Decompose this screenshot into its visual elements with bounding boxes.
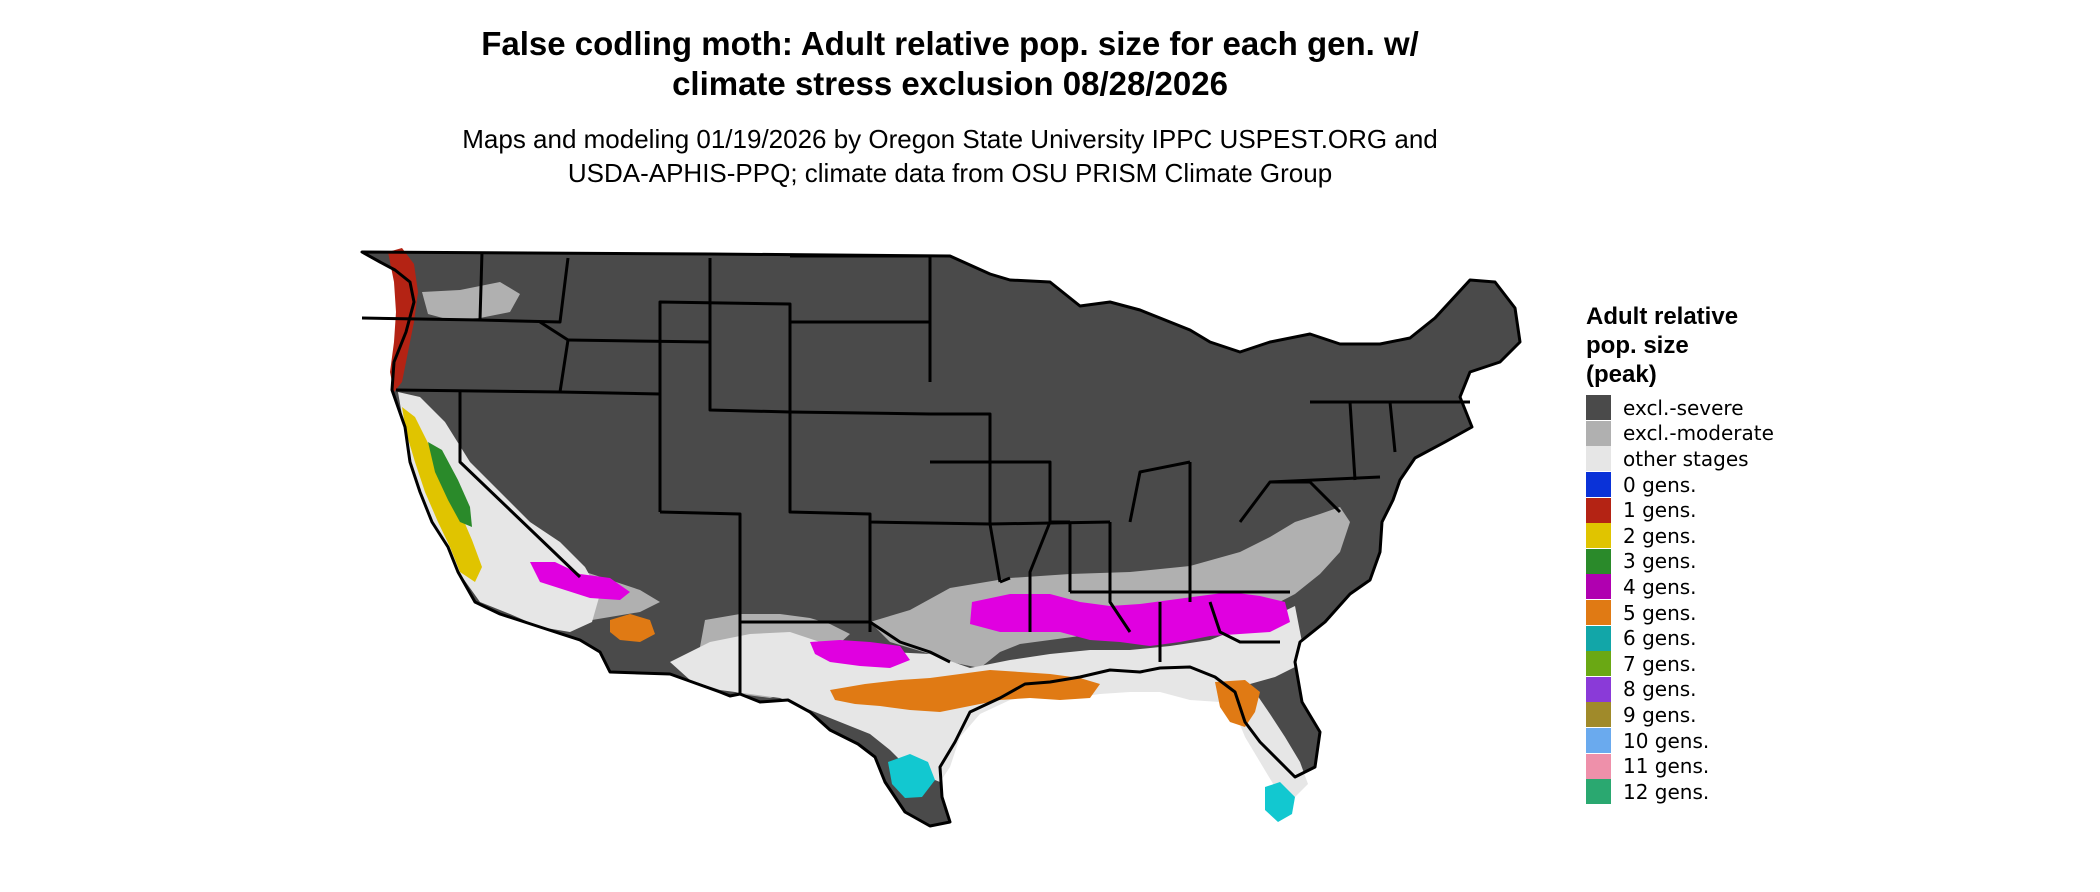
legend-swatch — [1586, 651, 1611, 677]
legend-item: 12 gens. — [1586, 779, 1846, 805]
legend-swatch — [1586, 574, 1611, 600]
legend-label: 2 gens. — [1623, 523, 1697, 548]
gen4-texas — [810, 640, 910, 668]
legend-swatch — [1586, 625, 1611, 651]
legend-swatch — [1586, 702, 1611, 728]
gen2-california — [402, 407, 482, 582]
legend-items: excl.-severe excl.-moderate other stages 0 … — [1586, 395, 1846, 805]
us-map — [360, 248, 1522, 828]
legend-item: 5 gens. — [1586, 600, 1846, 626]
map-subtitle: Maps and modeling 01/19/2026 by Oregon S… — [380, 122, 1520, 190]
gen6-south-florida — [1265, 782, 1295, 822]
legend-label: 0 gens. — [1623, 472, 1697, 497]
legend-label: other stages — [1623, 446, 1749, 471]
legend-swatch — [1586, 420, 1611, 446]
map-title: False codling moth: Adult relative pop. … — [400, 24, 1500, 104]
moderate-washington — [422, 282, 520, 320]
legend-label: 1 gens. — [1623, 498, 1697, 523]
legend-swatch — [1586, 446, 1611, 472]
legend-swatch — [1586, 779, 1611, 805]
legend-item: 1 gens. — [1586, 497, 1846, 523]
gen5-arizona — [610, 614, 655, 642]
legend-item: other stages — [1586, 446, 1846, 472]
legend-item: 8 gens. — [1586, 676, 1846, 703]
legend-label: excl.-severe — [1623, 395, 1744, 420]
legend-label: 5 gens. — [1623, 600, 1697, 625]
legend-title: Adult relative pop. size (peak) — [1586, 303, 1739, 388]
legend-label: 6 gens. — [1623, 626, 1697, 651]
legend-label: 8 gens. — [1623, 677, 1697, 702]
legend-swatch — [1586, 523, 1611, 549]
legend-swatch — [1586, 548, 1611, 574]
legend-swatch — [1586, 728, 1611, 754]
legend-item: 9 gens. — [1586, 702, 1846, 728]
legend: Adult relative pop. size (peak) excl.-se… — [1586, 302, 1846, 805]
legend-item: 2 gens. — [1586, 523, 1846, 549]
legend-item: 7 gens. — [1586, 651, 1846, 677]
legend-label: 10 gens. — [1623, 728, 1710, 753]
legend-item: 10 gens. — [1586, 728, 1846, 754]
legend-swatch — [1586, 676, 1611, 702]
legend-label: 12 gens. — [1623, 779, 1710, 804]
legend-swatch — [1586, 600, 1611, 626]
legend-label: 7 gens. — [1623, 651, 1697, 676]
gen3-california — [428, 442, 472, 527]
legend-item: 0 gens. — [1586, 472, 1846, 498]
legend-item: excl.-moderate — [1586, 420, 1846, 447]
gen4-southwest — [530, 562, 630, 600]
legend-label: 11 gens. — [1623, 754, 1710, 779]
legend-label: 3 gens. — [1623, 549, 1697, 574]
legend-item: 3 gens. — [1586, 548, 1846, 575]
legend-item: 4 gens. — [1586, 574, 1846, 600]
legend-label: excl.-moderate — [1623, 421, 1774, 446]
subtitle-text: Maps and modeling 01/19/2026 by Oregon S… — [462, 124, 1438, 188]
legend-label: 4 gens. — [1623, 574, 1697, 599]
legend-label: 9 gens. — [1623, 702, 1697, 727]
legend-swatch — [1586, 497, 1611, 523]
legend-swatch — [1586, 472, 1611, 498]
legend-item: 6 gens. — [1586, 625, 1846, 651]
legend-item: excl.-severe — [1586, 395, 1846, 421]
legend-swatch — [1586, 753, 1611, 779]
title-text: False codling moth: Adult relative pop. … — [481, 25, 1419, 102]
legend-item: 11 gens. — [1586, 753, 1846, 779]
state-borders — [360, 250, 1522, 828]
gen5-gulf — [830, 670, 1100, 712]
gen6-south-texas — [888, 754, 935, 798]
legend-swatch — [1586, 395, 1611, 421]
